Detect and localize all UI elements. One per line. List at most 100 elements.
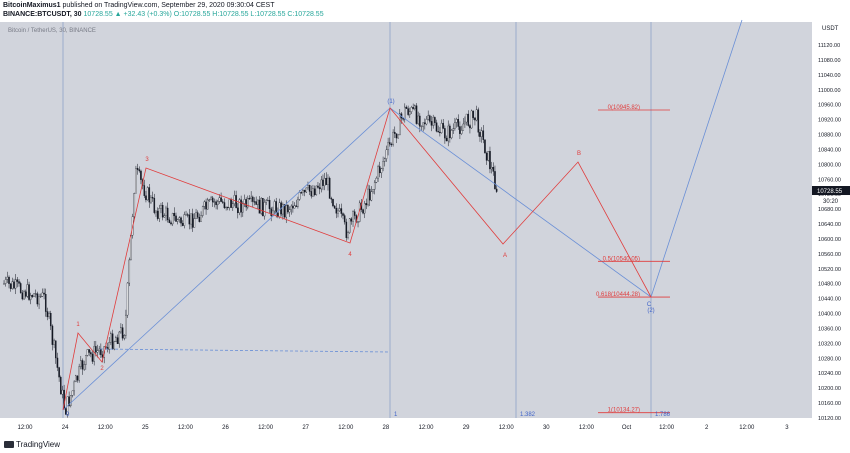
candle-body: [121, 327, 124, 339]
candle-body: [373, 182, 376, 190]
candle-body: [365, 203, 368, 206]
candle-body: [378, 166, 381, 174]
candle-body: [450, 130, 453, 139]
candle-body: [490, 167, 493, 170]
countdown-label: 30:20: [823, 199, 839, 205]
candle-body: [100, 348, 102, 355]
time-tick-0: 12:00: [17, 425, 33, 431]
candle-body: [419, 115, 421, 127]
candle-body: [200, 215, 202, 222]
candle-body: [447, 125, 449, 142]
price-tick-0: 11120.00: [818, 43, 840, 49]
candle-body: [310, 191, 313, 197]
candle-body: [243, 199, 246, 204]
candle-body: [188, 214, 191, 225]
candle-body: [90, 352, 92, 355]
candle-body: [487, 151, 490, 161]
candle-body: [275, 201, 277, 214]
candle-body: [380, 168, 383, 174]
price-axis[interactable]: [812, 22, 850, 418]
time-tick-18: 12:00: [739, 425, 755, 431]
candle-body: [233, 195, 236, 204]
candle-body: [176, 219, 179, 222]
candle-body: [130, 235, 132, 261]
candle-body: [126, 282, 129, 316]
candle-body: [148, 187, 151, 203]
candle-body: [51, 325, 54, 345]
candle-body: [190, 213, 192, 225]
candle-body: [414, 105, 416, 109]
candle-body: [385, 149, 388, 159]
time-tick-4: 12:00: [178, 425, 194, 431]
candle-body: [287, 205, 289, 213]
candle-body: [150, 196, 152, 203]
candle-body: [151, 196, 154, 199]
candle-body: [19, 283, 22, 293]
fib-trend-line-down: [389, 107, 652, 298]
candle-body: [60, 376, 62, 395]
candle-body: [302, 190, 304, 193]
candle-body: [111, 333, 114, 350]
candle-body: [98, 348, 100, 351]
candle-body: [363, 203, 366, 214]
candle-body: [452, 128, 455, 131]
candle-body: [238, 199, 241, 214]
candle-body: [3, 283, 5, 285]
candle-body: [435, 122, 438, 132]
candle-body: [215, 201, 217, 206]
time-tick-5: 26: [222, 425, 229, 431]
candle-body: [18, 281, 20, 284]
candle-body: [39, 296, 42, 298]
candle-body: [220, 197, 222, 202]
candle-body: [417, 115, 419, 124]
candle-body: [163, 215, 166, 218]
candle-body: [327, 177, 329, 185]
candle-body: [54, 340, 57, 359]
candle-body: [73, 381, 75, 392]
time-ratio-label-3: 1.786: [655, 412, 671, 418]
price-tick-1: 11080.00: [818, 58, 841, 64]
candle-body: [472, 110, 475, 118]
candle-body: [191, 213, 194, 228]
candle-body: [38, 296, 40, 305]
current-price-tag: [812, 186, 850, 196]
candle-body: [170, 222, 172, 225]
candle-body: [135, 168, 137, 194]
price-tick-4: 10960.00: [818, 103, 841, 109]
current-price-label: 10728.55: [817, 189, 843, 195]
candle-body: [65, 408, 67, 415]
time-tick-2: 12:00: [98, 425, 114, 431]
candle-body: [48, 313, 50, 318]
candle-body: [223, 202, 226, 209]
candle-body: [210, 197, 212, 200]
candle-body: [474, 117, 476, 121]
candle-body: [156, 210, 159, 219]
candle-body: [409, 111, 411, 115]
candle-body: [205, 201, 207, 210]
author-name[interactable]: BitcoinMaximus1: [3, 2, 61, 9]
candle-body: [312, 188, 314, 197]
wave-label-8: (2): [647, 308, 654, 314]
price-tick-9: 10760.00: [818, 177, 841, 183]
candle-body: [457, 119, 460, 127]
candle-body: [29, 295, 32, 300]
candle-body: [185, 214, 187, 216]
candle-body: [399, 113, 401, 136]
time-axis[interactable]: [0, 418, 812, 434]
price-tick-10: 10720.00: [818, 192, 841, 198]
candle-body: [33, 293, 35, 297]
candle-body: [285, 205, 288, 218]
candle-body: [181, 222, 184, 226]
candle-body: [138, 169, 141, 172]
candle-body: [283, 204, 286, 218]
candle-body: [198, 216, 201, 222]
price-tick-7: 10840.00: [818, 147, 841, 153]
candle-body: [86, 349, 89, 356]
symbol-interval: BINANCE:BTCUSDT, 30: [3, 11, 82, 18]
candle-body: [221, 201, 224, 203]
price-tick-18: 10400.00: [818, 312, 841, 318]
candle-body: [293, 205, 296, 209]
candle-body: [315, 185, 318, 196]
tradingview-logo[interactable]: TradingView: [4, 440, 60, 449]
candle-body: [53, 340, 55, 345]
